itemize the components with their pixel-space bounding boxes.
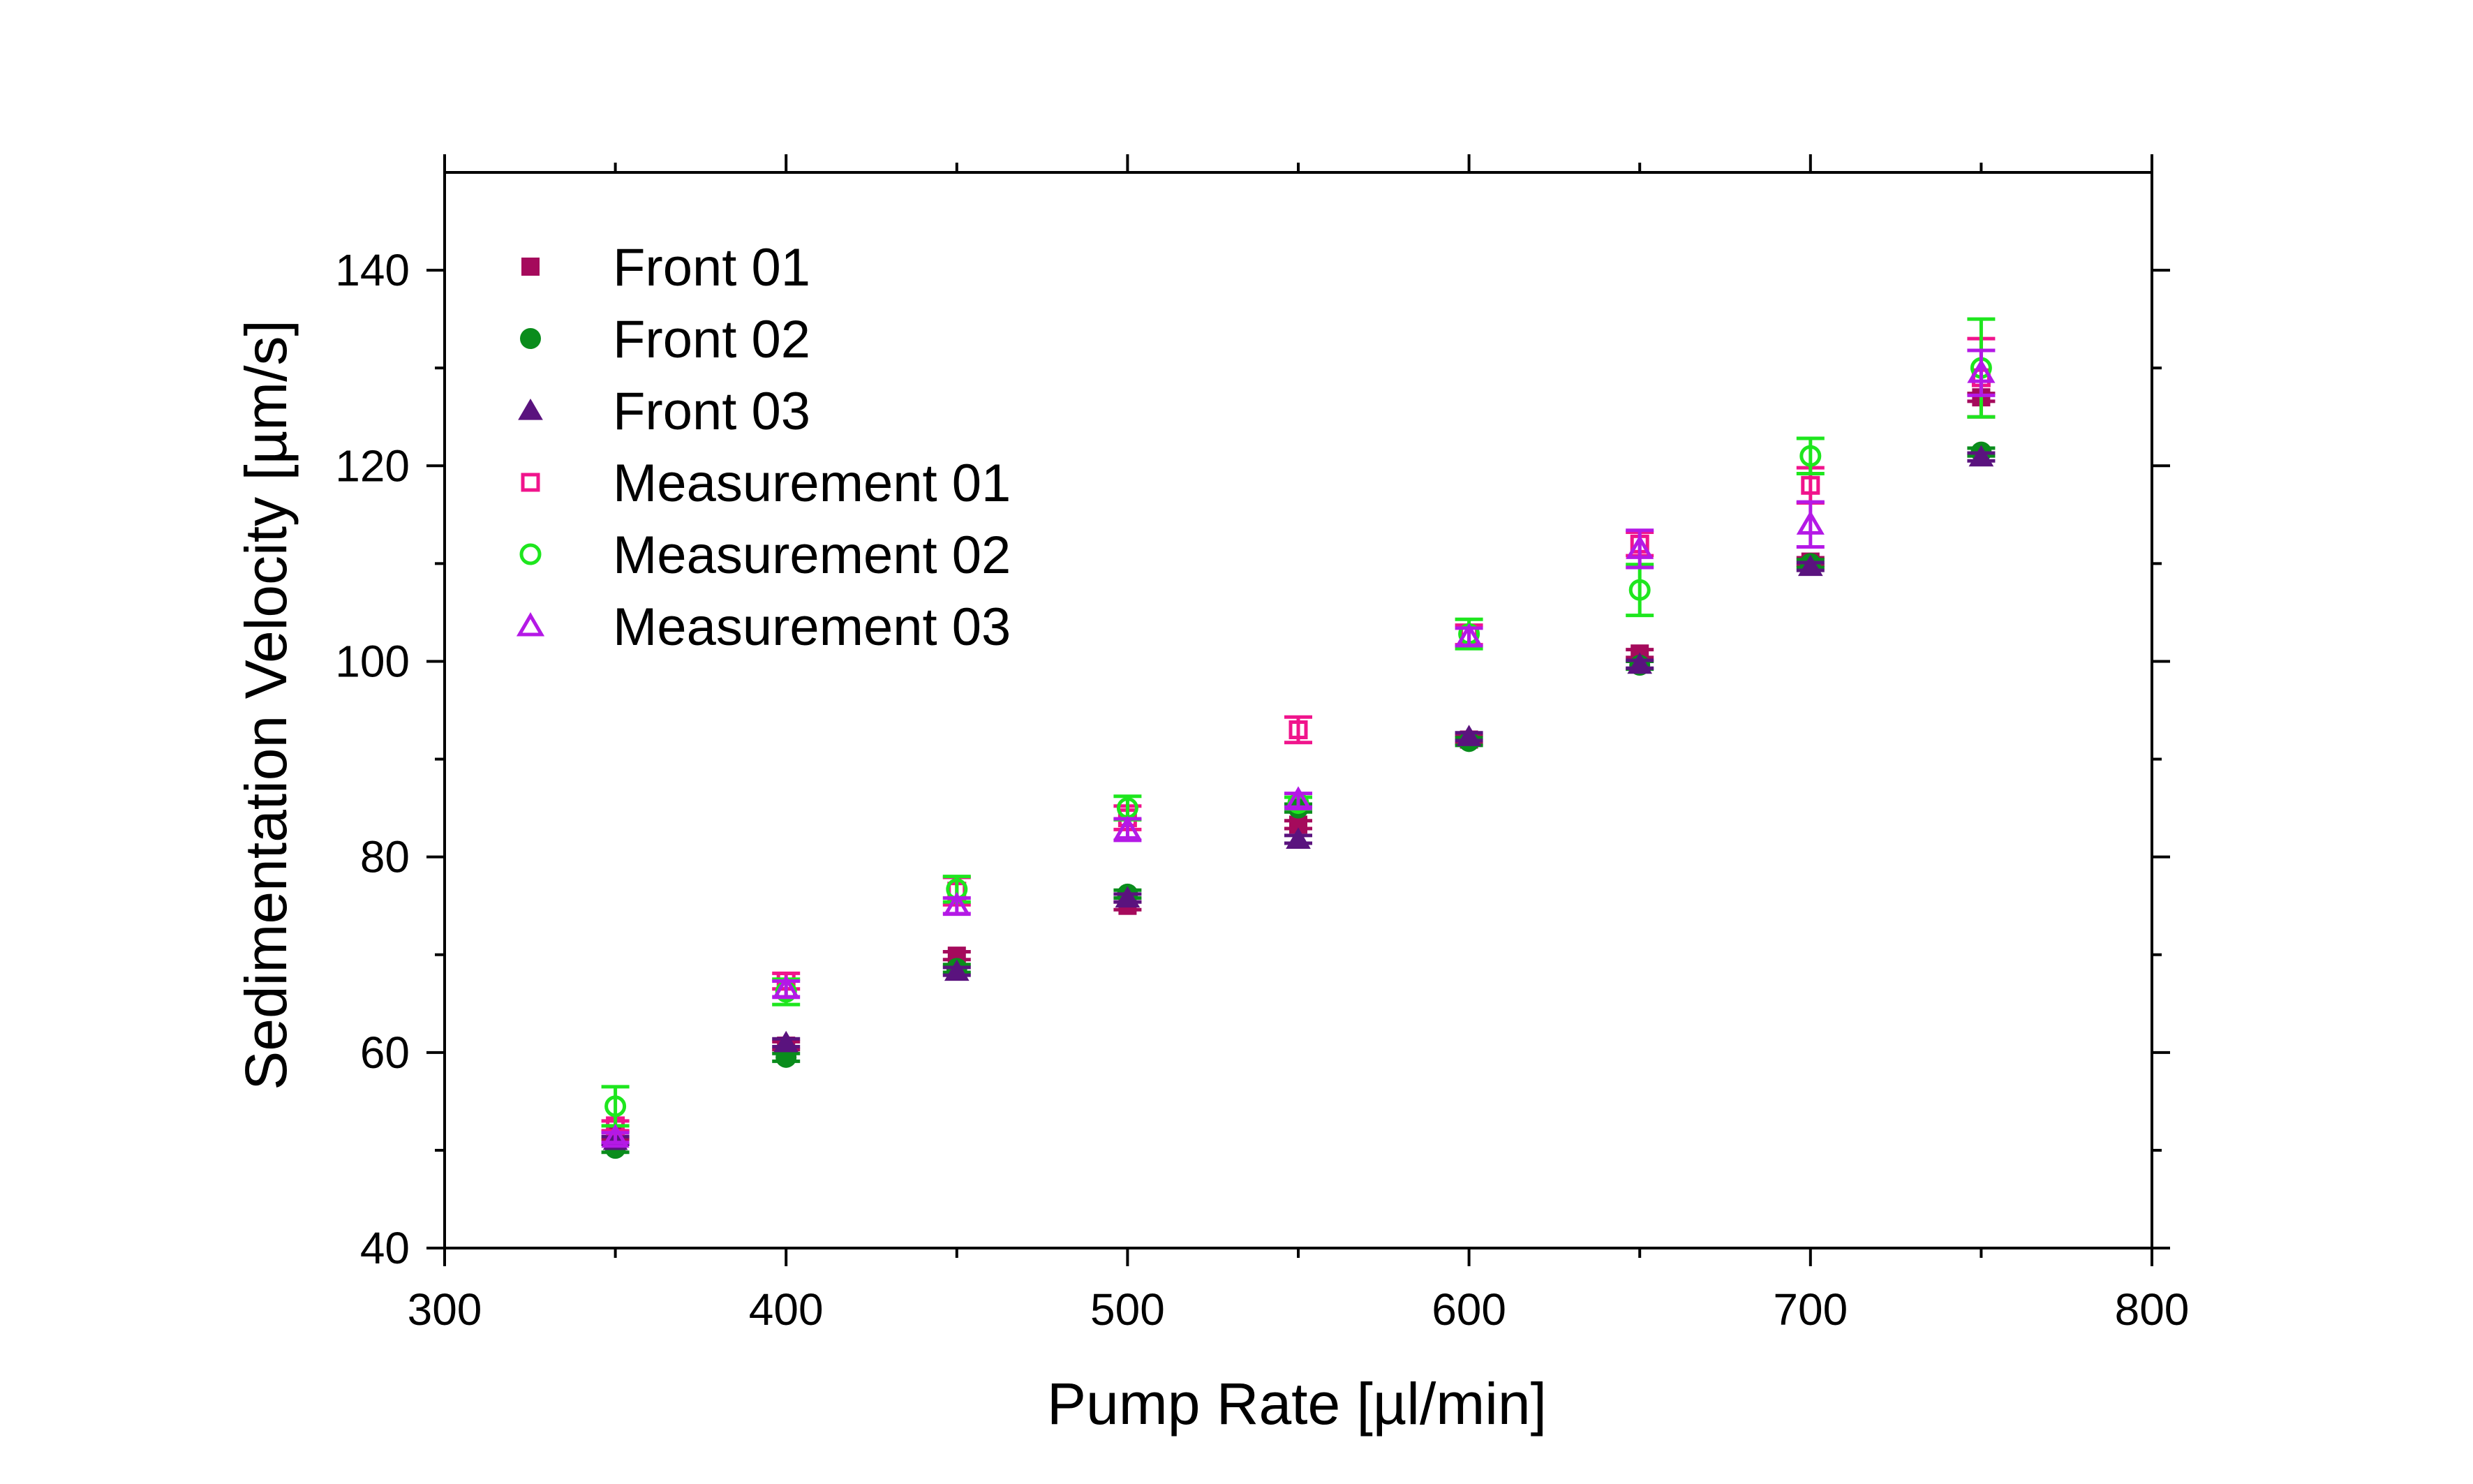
y-tick-label: 100 [335, 636, 410, 686]
data-point [1284, 786, 1313, 810]
data-point [1626, 535, 1654, 559]
legend-label: Measurement 01 [613, 454, 1011, 513]
x-tick-label: 400 [749, 1284, 824, 1335]
legend-marker [521, 258, 540, 276]
data-point [604, 1095, 627, 1118]
x-tick-label: 500 [1090, 1284, 1165, 1335]
legend-item: Front 02 [520, 310, 810, 369]
legend-item: Measurement 02 [519, 526, 1011, 585]
legend-item: Measurement 01 [521, 454, 1011, 513]
x-tick-label: 800 [2115, 1284, 2190, 1335]
data-point [1801, 475, 1820, 495]
data-point [1968, 445, 1994, 467]
series-measurement-03 [601, 348, 1996, 1148]
x-axis-title: Pump Rate [µl/min] [1047, 1371, 1547, 1437]
data-point [773, 1030, 799, 1053]
data-point [1797, 554, 1823, 577]
y-axis-title: Sedimentation Velocity [µm/s] [233, 320, 299, 1090]
legend-item: Front 03 [518, 382, 810, 441]
data-point [1967, 359, 1996, 383]
legend-marker [516, 612, 545, 637]
legend-label: Front 02 [613, 310, 810, 369]
data-point [772, 974, 801, 1000]
axes: 300 400 500 600 700 800 40 60 80 100 120 140 [335, 154, 2189, 1335]
x-tick-label: 700 [1773, 1284, 1848, 1335]
legend-label: Measurement 03 [613, 598, 1011, 657]
legend: Front 01 Front 02 Front 03 Measurement 01 Me… [516, 238, 1011, 657]
data-point [1627, 652, 1653, 674]
y-tick-label: 80 [360, 832, 410, 882]
data-point [944, 959, 970, 981]
data-point [1113, 815, 1142, 840]
legend-marker [519, 543, 542, 565]
data-point [1796, 510, 1825, 535]
x-tick-label: 300 [408, 1284, 482, 1335]
data-point [601, 1123, 630, 1148]
data-point [1455, 623, 1483, 647]
legend-label: Front 03 [613, 382, 810, 441]
y-tick-label: 120 [335, 440, 410, 491]
data-point [1286, 827, 1311, 849]
y-tick-label: 60 [360, 1027, 410, 1078]
x-tick-label: 600 [1432, 1284, 1506, 1335]
data-point [1628, 579, 1651, 601]
data-point [1115, 886, 1141, 908]
legend-label: Front 01 [613, 238, 810, 297]
legend-marker [520, 328, 541, 349]
legend-label: Measurement 02 [613, 526, 1011, 585]
legend-item: Measurement 03 [516, 598, 1011, 657]
y-tick-label: 40 [360, 1223, 410, 1273]
data-point [1456, 725, 1482, 746]
data-point [942, 891, 971, 917]
data-marks [601, 317, 1996, 1159]
y-tick-label: 140 [335, 245, 410, 295]
data-point [1799, 445, 1822, 467]
legend-marker [521, 473, 540, 492]
data-point [1289, 720, 1308, 740]
legend-item: Front 01 [521, 238, 810, 297]
legend-marker [518, 399, 543, 420]
